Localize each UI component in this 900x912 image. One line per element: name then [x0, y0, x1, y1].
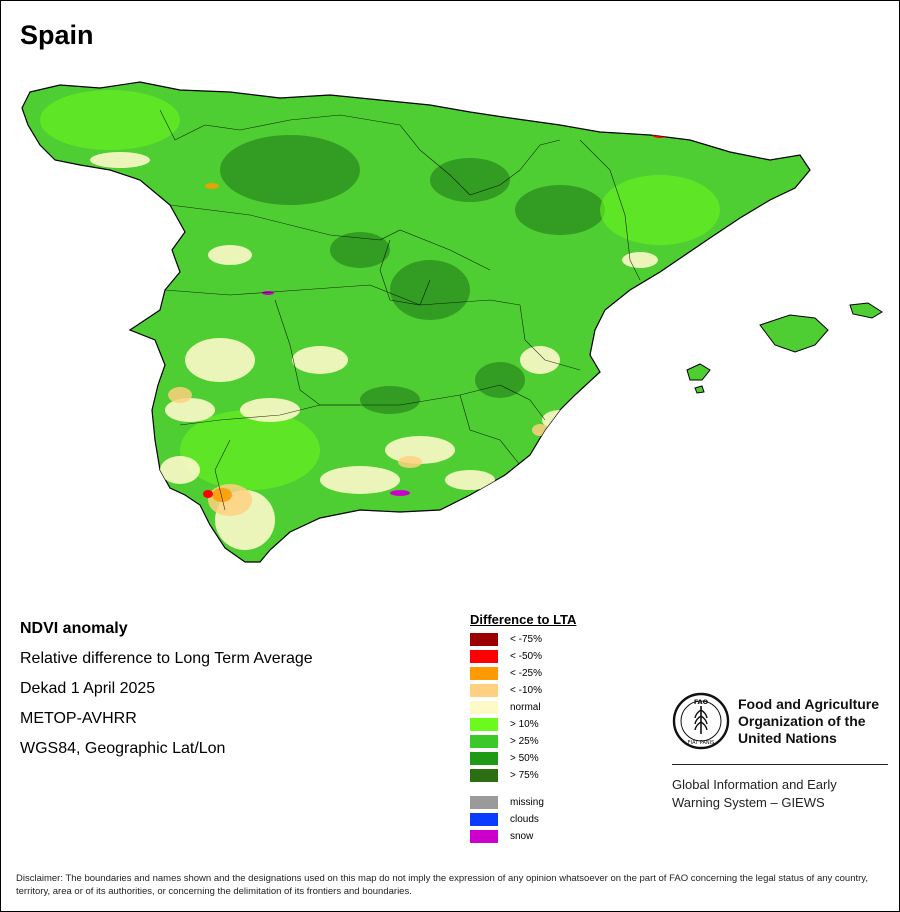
menorca	[849, 302, 883, 319]
high-anomaly-zones	[220, 135, 605, 414]
product-label: NDVI anomaly	[20, 620, 128, 637]
legend-swatch	[470, 813, 498, 826]
description-label: Relative difference to Long Term Average	[20, 650, 313, 667]
legend-label: snow	[510, 831, 534, 842]
fao-logo-motto: FIAT PANIS	[688, 740, 715, 746]
legend-classes: < -75% < -50% < -25% < -10% normal > 10% > 25%…	[470, 631, 576, 784]
spain-ndvi-map	[21, 81, 883, 563]
legend-label: < -50%	[510, 651, 542, 662]
fao-name: Food and Agriculture Organization of the…	[738, 696, 880, 746]
legend-item: missing	[470, 794, 576, 811]
legend-swatch	[470, 667, 498, 680]
legend-item: < -25%	[470, 665, 576, 682]
legend-swatch	[470, 684, 498, 697]
legend-item: clouds	[470, 811, 576, 828]
legend-swatch	[470, 796, 498, 809]
legend-label: < -75%	[510, 634, 542, 645]
projection-label: WGS84, Geographic Lat/Lon	[20, 740, 226, 757]
giews-label: Global Information and Early Warning Sys…	[672, 777, 837, 810]
legend-label: > 10%	[510, 719, 539, 730]
legend-item: snow	[470, 828, 576, 845]
legend-label: < -10%	[510, 685, 542, 696]
fao-logo-letters: FAO	[694, 698, 709, 706]
mainland	[21, 81, 811, 563]
legend-swatch	[470, 633, 498, 646]
legend-item: > 10%	[470, 716, 576, 733]
legend-swatch	[470, 701, 498, 714]
ibiza	[686, 363, 711, 381]
legend-extra: missing clouds snow	[470, 794, 576, 845]
fao-divider	[672, 764, 888, 765]
legend-item: normal	[470, 699, 576, 716]
disclaimer: Disclaimer: The boundaries and names sho…	[16, 873, 868, 897]
sensor-label: METOP-AVHRR	[20, 710, 137, 727]
legend-swatch	[470, 650, 498, 663]
legend-item: < -50%	[470, 648, 576, 665]
legend-item: > 25%	[470, 733, 576, 750]
legend-item: > 75%	[470, 767, 576, 784]
legend-label: normal	[510, 702, 541, 713]
legend-item: > 50%	[470, 750, 576, 767]
legend-swatch	[470, 752, 498, 765]
normal-zones	[90, 152, 658, 550]
legend-label: missing	[510, 797, 544, 808]
legend-swatch	[470, 718, 498, 731]
map-area	[0, 60, 900, 600]
formentera	[694, 385, 705, 394]
legend-item: < -75%	[470, 631, 576, 648]
mallorca	[759, 314, 829, 353]
cloud-areas	[436, 510, 444, 516]
map-info: NDVI anomaly Relative difference to Long…	[20, 618, 313, 768]
legend-swatch	[470, 769, 498, 782]
map-title: Spain	[20, 20, 94, 50]
legend-item: < -10%	[470, 682, 576, 699]
legend-title: Difference to LTA	[470, 612, 577, 627]
legend-swatch	[470, 830, 498, 843]
legend-label: > 75%	[510, 770, 539, 781]
region-boundaries	[159, 109, 641, 511]
legend-label: > 25%	[510, 736, 539, 747]
period-label: Dekad 1 April 2025	[20, 680, 156, 697]
legend-swatch	[470, 735, 498, 748]
strong-deficit-zones	[205, 183, 232, 502]
legend-label: clouds	[510, 814, 539, 825]
legend-label: < -25%	[510, 668, 542, 679]
legend-label: > 50%	[510, 753, 539, 764]
fao-logo: FAO FIAT PANIS	[672, 692, 730, 750]
legend: Difference to LTA < -75% < -50% < -25% < -1…	[470, 612, 576, 845]
